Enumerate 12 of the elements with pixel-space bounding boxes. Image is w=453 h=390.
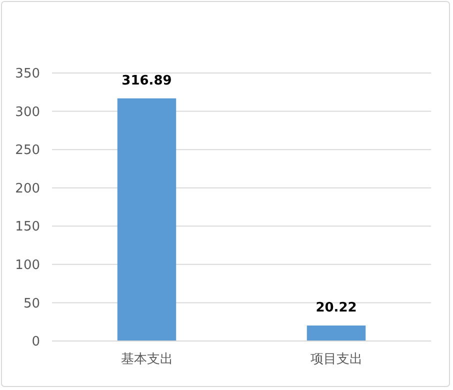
y-tick-label: 0 bbox=[32, 334, 40, 350]
y-tick-label: 350 bbox=[15, 66, 40, 82]
data-label: 316.89 bbox=[122, 73, 172, 88]
y-tick-label: 200 bbox=[15, 181, 40, 196]
x-tick-label: 基本支出 bbox=[120, 352, 173, 367]
data-label: 20.22 bbox=[316, 300, 357, 316]
y-tick-label: 100 bbox=[15, 258, 40, 273]
y-tick-label: 300 bbox=[15, 104, 40, 120]
x-tick-label: 项目支出 bbox=[310, 352, 362, 367]
y-tick-label: 250 bbox=[15, 143, 40, 158]
y-tick-label: 50 bbox=[23, 296, 40, 312]
y-tick-label: 150 bbox=[15, 220, 40, 235]
